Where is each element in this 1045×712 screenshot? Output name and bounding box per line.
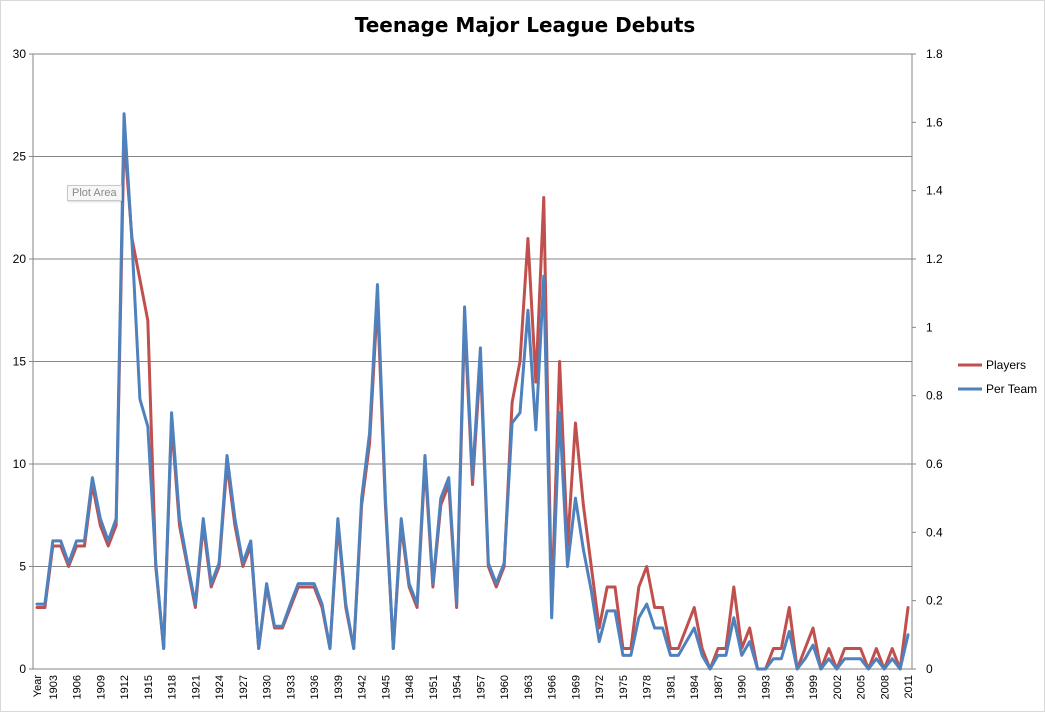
gridlines xyxy=(33,53,912,567)
x-tick-label: 1924 xyxy=(214,675,226,699)
x-tick-label: 1933 xyxy=(285,675,297,699)
left-tick-label: 25 xyxy=(13,150,27,164)
left-tick-label: 30 xyxy=(13,47,27,61)
right-tick-label: 0.6 xyxy=(926,457,943,471)
x-tick-label: 1948 xyxy=(404,675,416,699)
x-tick-label: 1954 xyxy=(452,675,464,699)
x-tick-label: 1942 xyxy=(357,675,369,699)
left-tick-label: 15 xyxy=(13,355,27,369)
left-tick-label: 5 xyxy=(19,560,26,574)
series-lines[interactable] xyxy=(35,112,910,671)
x-tick-label: 1960 xyxy=(499,675,511,699)
right-tick-label: 0.2 xyxy=(926,594,943,608)
right-tick-label: 0.4 xyxy=(926,525,943,539)
left-tick-label: 10 xyxy=(13,457,27,471)
x-tick-label: 1927 xyxy=(238,675,250,699)
x-tick-label: 1996 xyxy=(784,675,796,699)
legend-label: Per Team xyxy=(986,382,1037,396)
x-tick-label: 1936 xyxy=(309,675,321,699)
x-tick-label: 1930 xyxy=(262,675,274,699)
x-tick-label: 1915 xyxy=(143,675,155,699)
x-tick-label: 1990 xyxy=(737,675,749,699)
x-tick-label: 2008 xyxy=(879,675,891,699)
x-tick-label: 1957 xyxy=(475,675,487,699)
x-tick-label: 1945 xyxy=(380,675,392,699)
plot-area-tooltip: Plot Area xyxy=(67,185,122,201)
right-tick-label: 1 xyxy=(926,320,933,334)
x-tick-label: 1963 xyxy=(523,675,535,699)
x-tick-label: 1951 xyxy=(428,675,440,699)
right-tick-label: 1.2 xyxy=(926,252,943,266)
x-tick-label: 2011 xyxy=(903,675,915,699)
x-tick-label: 1987 xyxy=(713,675,725,699)
x-tick-label: 1906 xyxy=(72,675,84,699)
x-tick-label: 1993 xyxy=(761,675,773,699)
right-tick-label: 0.8 xyxy=(926,389,943,403)
x-tick-label: 1972 xyxy=(594,675,606,699)
x-tick-label: 1903 xyxy=(48,675,60,699)
x-tick-label: 1984 xyxy=(689,675,701,699)
right-tick-label: 0 xyxy=(926,662,933,676)
x-tick-label: 1966 xyxy=(547,675,559,699)
right-tick-label: 1.8 xyxy=(926,47,943,61)
x-tick-label: 1921 xyxy=(190,675,202,699)
x-tick-label: 1978 xyxy=(642,675,654,699)
x-tick-label: 2005 xyxy=(856,675,868,699)
right-y-axis-ticks: 0 0.2 0.4 0.6 0.8 1 1.2 1.4 1.6 1.8 xyxy=(912,47,943,676)
x-tick-label: 2002 xyxy=(832,675,844,699)
x-tick-label: 1909 xyxy=(95,675,107,699)
x-tick-label: 1918 xyxy=(167,675,179,699)
left-y-axis-ticks: 0 5 10 15 20 25 30 xyxy=(13,47,33,676)
x-tick-label: Year xyxy=(32,675,44,698)
x-tick-label: 1981 xyxy=(665,675,677,699)
x-tick-label: 1939 xyxy=(333,675,345,699)
x-tick-label: 1912 xyxy=(119,675,131,699)
x-tick-label: 1975 xyxy=(618,675,630,699)
right-tick-label: 1.6 xyxy=(926,115,943,129)
x-tick-label: 1999 xyxy=(808,675,820,699)
left-tick-label: 20 xyxy=(13,252,27,266)
right-tick-label: 1.4 xyxy=(926,184,943,198)
series-line-per-team[interactable] xyxy=(35,112,910,671)
chart-title: Teenage Major League Debuts xyxy=(355,13,696,37)
x-tick-label: 1969 xyxy=(570,675,582,699)
left-tick-label: 0 xyxy=(19,662,26,676)
x-axis-ticks: Year 1903 1906 1909 1912 1915 1918 1921 1924 1927… xyxy=(32,675,915,700)
legend[interactable]: Players Per Team xyxy=(958,358,1037,396)
legend-label: Players xyxy=(986,358,1026,372)
